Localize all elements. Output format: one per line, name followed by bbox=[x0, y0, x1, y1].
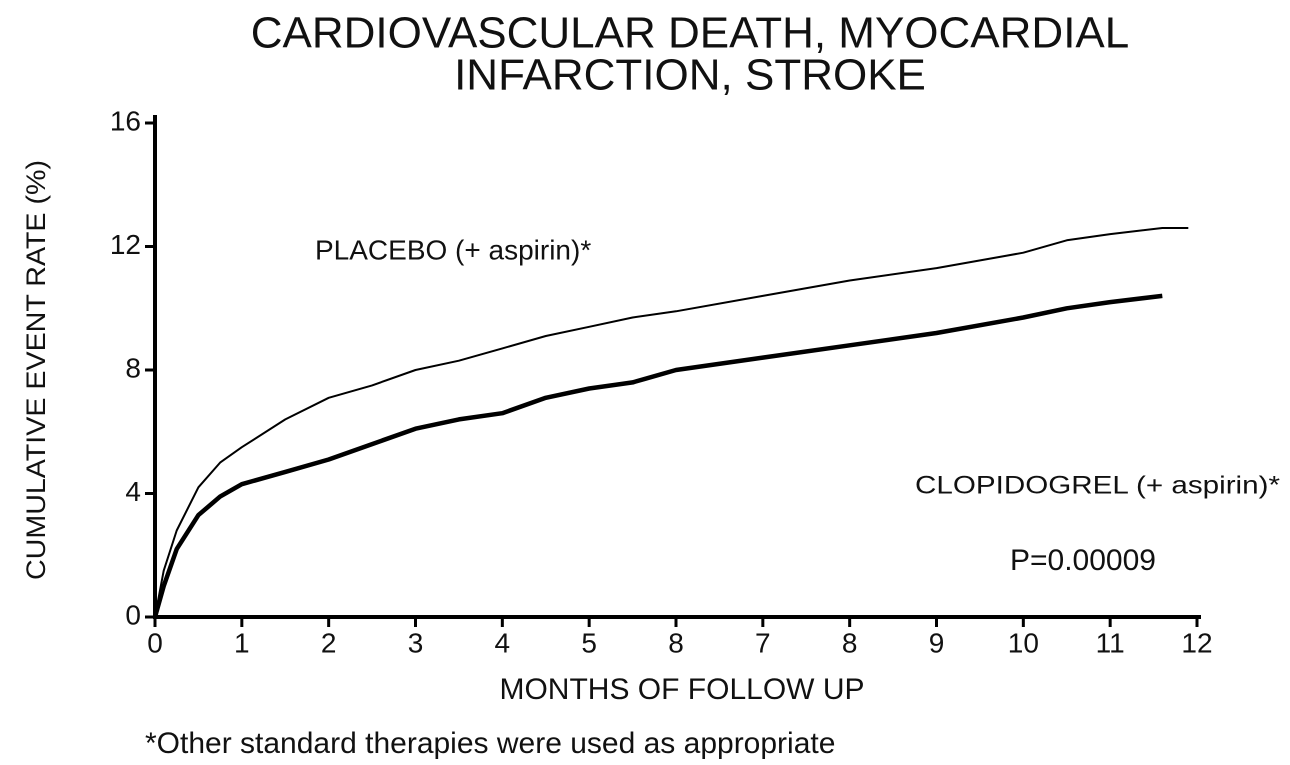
y-tick-label: 12 bbox=[110, 229, 141, 260]
x-tick-label: 11 bbox=[1096, 627, 1125, 658]
x-tick-label: 4 bbox=[495, 627, 511, 658]
x-tick-label: 8 bbox=[668, 627, 684, 658]
x-tick-label: 9 bbox=[929, 627, 945, 658]
x-tick-label: 0 bbox=[147, 627, 163, 658]
x-tick-label: 12 bbox=[1181, 627, 1212, 658]
chart-title: CARDIOVASCULAR DEATH, MYOCARDIAL bbox=[251, 9, 1130, 58]
y-axis-label: CUMULATIVE EVENT RATE (%) bbox=[21, 160, 51, 580]
x-tick-label: 7 bbox=[755, 627, 771, 658]
x-tick-label: 1 bbox=[234, 627, 250, 658]
x-tick-label: 5 bbox=[581, 627, 597, 658]
series-line bbox=[152, 293, 1163, 618]
x-tick-label: 2 bbox=[321, 627, 337, 658]
y-tick-label: 8 bbox=[125, 352, 141, 383]
x-tick-label: 3 bbox=[408, 627, 424, 658]
series-label: PLACEBO (+ aspirin)* bbox=[315, 234, 591, 265]
x-tick-label: 10 bbox=[1008, 627, 1039, 658]
p-value: P=0.00009 bbox=[1010, 544, 1156, 577]
series-line bbox=[154, 227, 1189, 618]
x-tick-label: 8 bbox=[842, 627, 858, 658]
series-label: CLOPIDOGREL (+ aspirin)* bbox=[915, 472, 1280, 500]
chart-title: INFARCTION, STROKE bbox=[454, 51, 926, 100]
y-tick-label: 0 bbox=[125, 599, 141, 630]
y-tick-label: 4 bbox=[125, 476, 141, 507]
x-axis-label: MONTHS OF FOLLOW UP bbox=[499, 673, 864, 706]
footnote: *Other standard therapies were used as a… bbox=[145, 727, 835, 760]
y-tick-label: 16 bbox=[110, 105, 141, 136]
